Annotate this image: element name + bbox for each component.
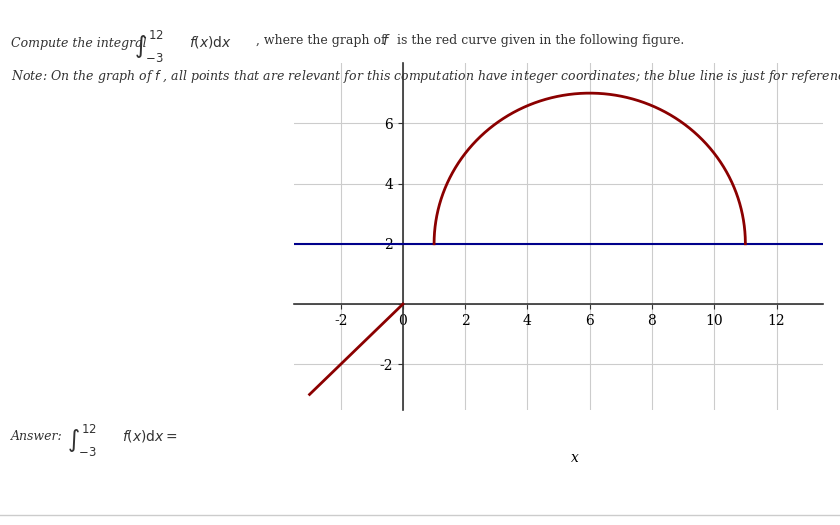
Text: $\int_{-3}^{12}$: $\int_{-3}^{12}$: [67, 423, 97, 459]
Text: $f(x)\mathrm{d}x$: $f(x)\mathrm{d}x$: [189, 34, 232, 50]
X-axis label: x: x: [570, 451, 579, 465]
Text: Compute the integral: Compute the integral: [11, 37, 146, 50]
Text: Note: On the graph of $f$ , all points that are relevant for this computation ha: Note: On the graph of $f$ , all points t…: [11, 68, 840, 85]
Text: $f(x)\mathrm{d}x =$: $f(x)\mathrm{d}x =$: [122, 428, 177, 444]
Text: $f$: $f$: [382, 33, 391, 48]
Text: , where the graph of: , where the graph of: [256, 34, 390, 47]
Text: $\int_{-3}^{12}$: $\int_{-3}^{12}$: [134, 29, 165, 65]
Text: Answer:: Answer:: [11, 430, 63, 444]
Text: is the red curve given in the following figure.: is the red curve given in the following …: [393, 34, 685, 47]
